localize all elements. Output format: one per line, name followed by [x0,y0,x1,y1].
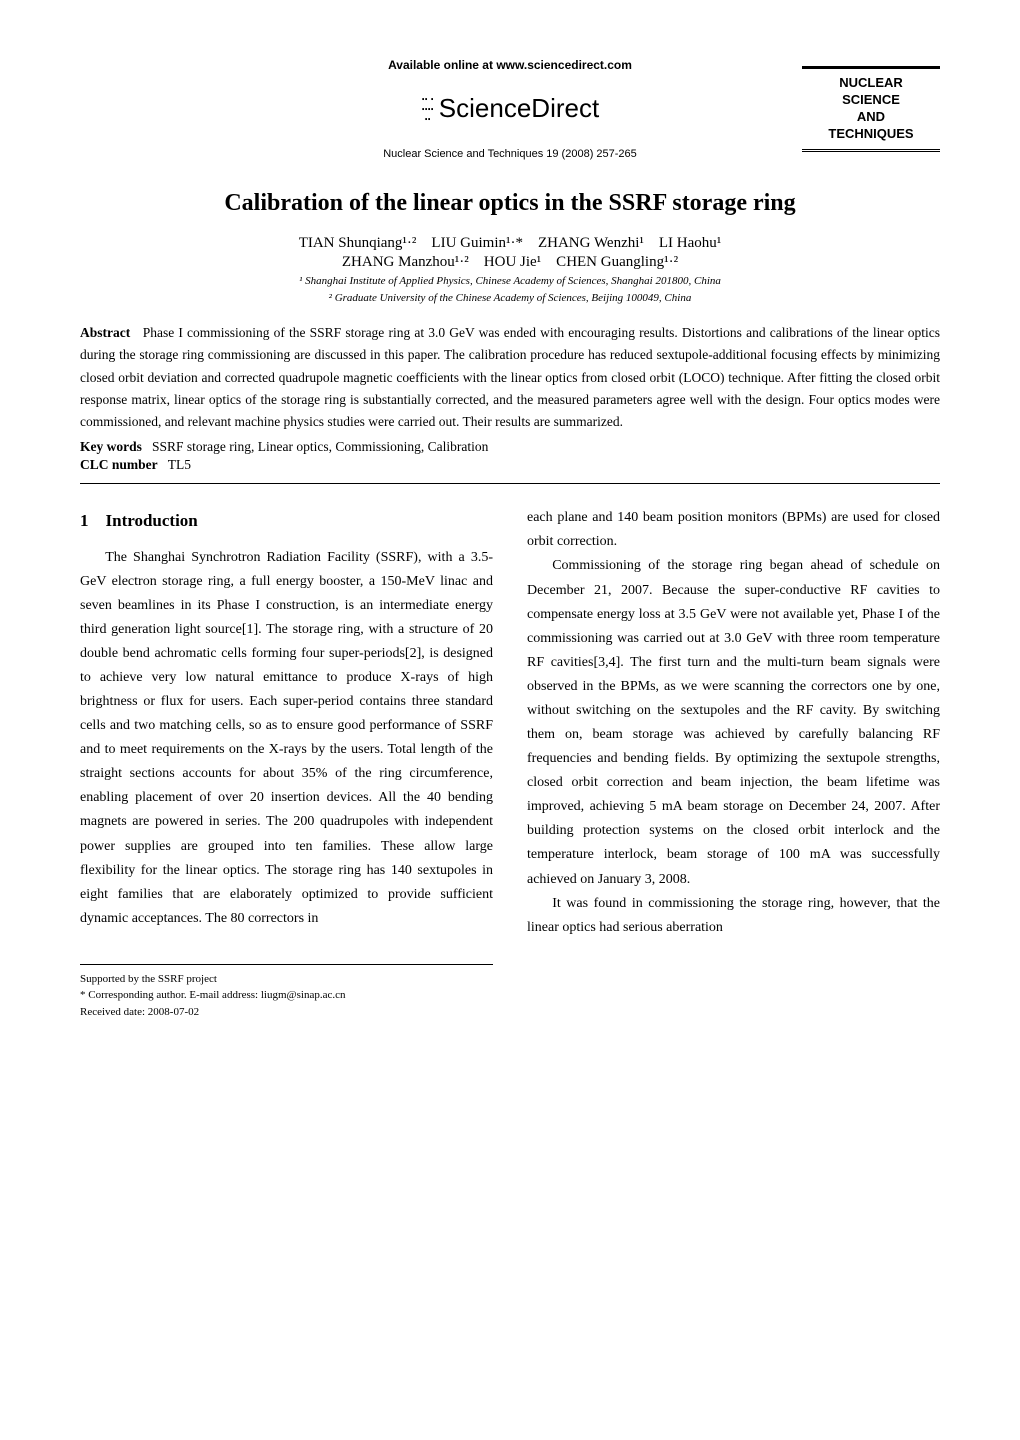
header-top-row: ∙∙ ∙∙∙∙∙∙∙ ScienceDirect NUCLEAR SCIENCE… [80,78,940,138]
right-column: each plane and 140 beam position monitor… [527,506,940,939]
sciencedirect-text: ScienceDirect [439,93,599,124]
footnotes: Supported by the SSRF project * Correspo… [80,964,493,1021]
left-column: 1 Introduction The Shanghai Synchrotron … [80,506,493,939]
page: Available online at www.sciencedirect.co… [0,0,1020,1078]
abstract-label: Abstract [80,325,130,340]
sciencedirect-logo: ∙∙ ∙∙∙∙∙∙∙ ScienceDirect [421,93,599,124]
keywords-text: SSRF storage ring, Linear optics, Commis… [152,439,488,454]
sciencedirect-dots-icon: ∙∙ ∙∙∙∙∙∙∙ [421,93,433,123]
journal-line2: SCIENCE [806,92,936,109]
footnote-support: Supported by the SSRF project [80,971,493,988]
header: Available online at www.sciencedirect.co… [80,58,940,160]
authors-line2: ZHANG Manzhou¹·² HOU Jie¹ CHEN Guangling… [80,254,940,271]
section-1-para-4: It was found in commissioning the storag… [527,892,940,940]
journal-name-box: NUCLEAR SCIENCE AND TECHNIQUES [802,66,940,152]
authors-line1: TIAN Shunqiang¹·² LIU Guimin¹·* ZHANG We… [80,235,940,252]
journal-line4: TECHNIQUES [806,126,936,143]
affiliations: ¹ Shanghai Institute of Applied Physics,… [80,273,940,306]
clc-number: CLC number TL5 [80,457,940,473]
footnote-corresponding: * Corresponding author. E-mail address: … [80,987,493,1004]
clc-text: TL5 [168,457,191,472]
section-1-heading: 1 Introduction [80,506,493,535]
section-1-para-3: Commissioning of the storage ring began … [527,554,940,891]
body-columns: 1 Introduction The Shanghai Synchrotron … [80,506,940,939]
section-1-para-1: The Shanghai Synchrotron Radiation Facil… [80,546,493,931]
abstract: Abstract Phase I commissioning of the SS… [80,322,940,433]
paper-title: Calibration of the linear optics in the … [80,190,940,217]
affiliation-2: ² Graduate University of the Chinese Aca… [80,290,940,307]
abstract-text: Phase I commissioning of the SSRF storag… [80,325,940,429]
journal-line3: AND [806,109,936,126]
journal-line1: NUCLEAR [806,75,936,92]
keywords-label: Key words [80,439,142,454]
keywords: Key words SSRF storage ring, Linear opti… [80,439,940,455]
separator-rule [80,483,940,484]
clc-label: CLC number [80,457,158,472]
affiliation-1: ¹ Shanghai Institute of Applied Physics,… [80,273,940,290]
section-1-para-2: each plane and 140 beam position monitor… [527,506,940,554]
footnote-received: Received date: 2008-07-02 [80,1004,493,1021]
